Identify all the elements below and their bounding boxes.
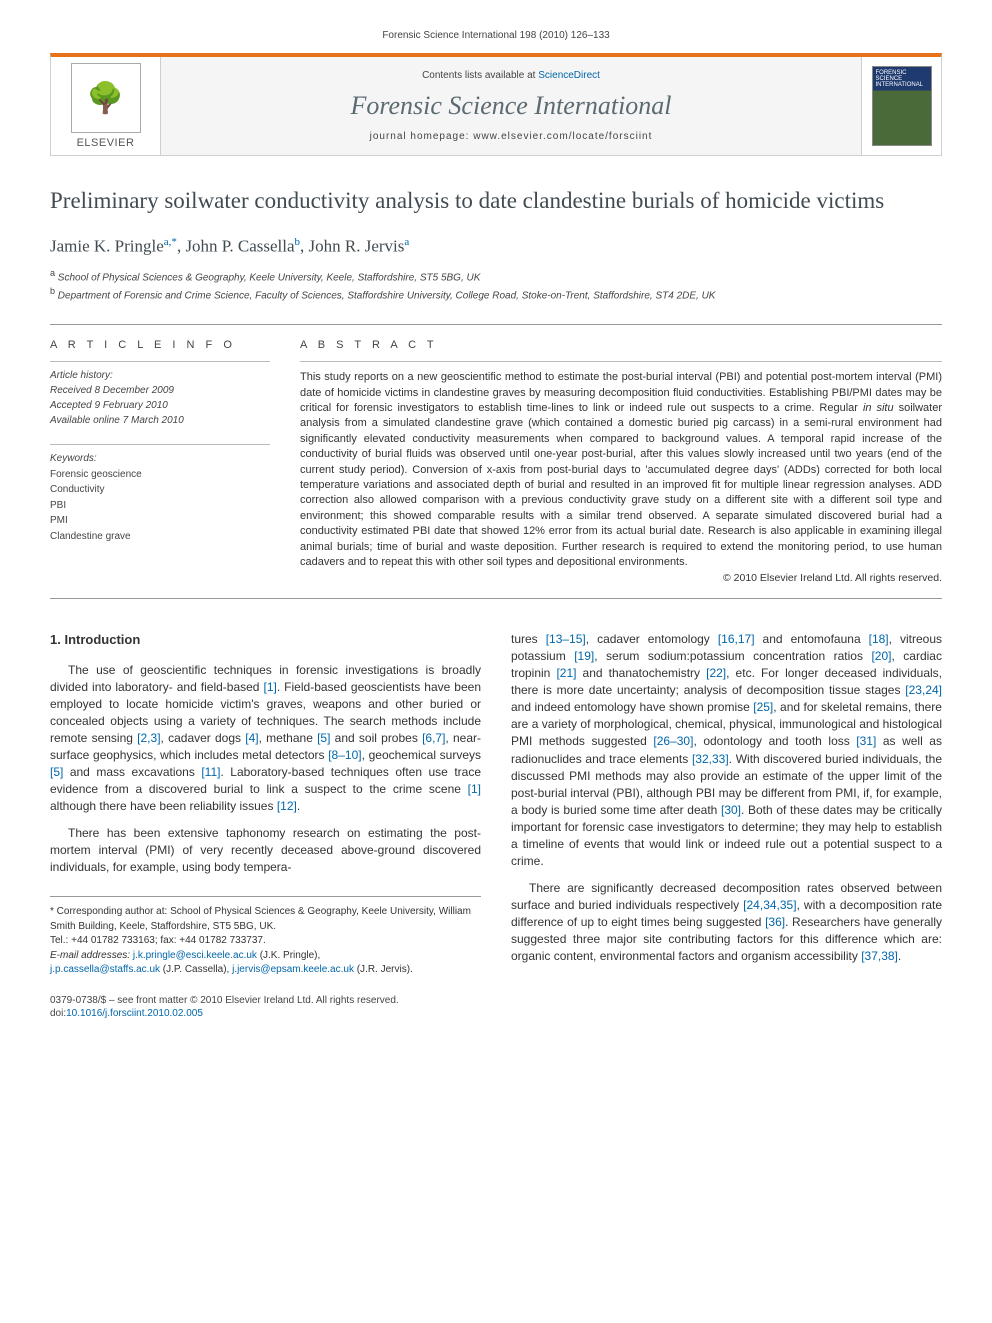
body-col-left: 1. Introduction The use of geoscientific… (50, 631, 481, 1020)
email-3-who: (J.R. Jervis). (354, 964, 413, 975)
abstract-italic: in situ (863, 402, 894, 414)
email-1-who: (J.K. Pringle), (257, 950, 320, 961)
history-accepted: Accepted 9 February 2010 (50, 400, 168, 411)
ref-37-38[interactable]: [37,38] (861, 949, 898, 963)
journal-title: Forensic Science International (167, 91, 855, 121)
cover-thumb-wrap: FORENSIC SCIENCE INTERNATIONAL (861, 57, 941, 155)
ref-22[interactable]: [22] (706, 666, 726, 680)
keywords-head: Keywords: (50, 451, 270, 467)
keyword-5: Clandestine grave (50, 531, 131, 542)
email-label: E-mail addresses: (50, 950, 130, 961)
footer-front-matter: 0379-0738/$ – see front matter © 2010 El… (50, 994, 481, 1008)
contents-line: Contents lists available at ScienceDirec… (167, 70, 855, 81)
abstract-label: A B S T R A C T (300, 339, 942, 351)
article-history: Article history: Received 8 December 200… (50, 361, 270, 428)
abstract-column: A B S T R A C T This study reports on a … (300, 339, 942, 584)
ref-5[interactable]: [5] (317, 731, 330, 745)
ref-11[interactable]: [11] (201, 765, 220, 779)
ref-2-3[interactable]: [2,3] (137, 731, 160, 745)
ref-4[interactable]: [4] (245, 731, 258, 745)
author-2-sup: b (295, 236, 301, 248)
publisher-name: ELSEVIER (77, 137, 135, 149)
author-1-sup: a,* (164, 236, 177, 248)
intro-p1: The use of geoscientific techniques in f… (50, 662, 481, 815)
ref-1[interactable]: [1] (264, 680, 277, 694)
page-footer: 0379-0738/$ – see front matter © 2010 El… (50, 994, 481, 1021)
abstract-copyright: © 2010 Elsevier Ireland Ltd. All rights … (300, 572, 942, 584)
publisher-logo[interactable]: 🌳 ELSEVIER (51, 57, 161, 155)
journal-banner: 🌳 ELSEVIER Contents lists available at S… (50, 53, 942, 156)
cover-thumb[interactable]: FORENSIC SCIENCE INTERNATIONAL (872, 66, 932, 146)
keyword-3: PBI (50, 500, 66, 511)
contents-prefix: Contents lists available at (422, 70, 538, 81)
email-2-who: (J.P. Cassella), (160, 964, 232, 975)
email-3[interactable]: j.jervis@epsam.keele.ac.uk (232, 964, 354, 975)
ref-26-30[interactable]: [26–30] (653, 734, 693, 748)
author-2: John P. Cassella (185, 237, 294, 256)
ref-6-7[interactable]: [6,7] (422, 731, 445, 745)
banner-center: Contents lists available at ScienceDirec… (161, 57, 861, 155)
doi-link[interactable]: 10.1016/j.forsciint.2010.02.005 (66, 1008, 203, 1019)
article-info-column: A R T I C L E I N F O Article history: R… (50, 339, 270, 584)
abstract-pre: This study reports on a new geoscientifi… (300, 371, 942, 414)
ref-1b[interactable]: [1] (468, 782, 481, 796)
author-1: Jamie K. Pringle (50, 237, 164, 256)
affiliation-a: School of Physical Sciences & Geography,… (58, 272, 481, 283)
corresp-address: * Corresponding author at: School of Phy… (50, 905, 481, 934)
ref-5b[interactable]: [5] (50, 765, 63, 779)
ref-25[interactable]: [25] (753, 700, 773, 714)
abstract-post: soilwater analysis from a simulated clan… (300, 402, 942, 568)
ref-13-15[interactable]: [13–15] (546, 632, 586, 646)
ref-24-34-35[interactable]: [24,34,35] (743, 898, 796, 912)
history-online: Available online 7 March 2010 (50, 415, 184, 426)
article-info-label: A R T I C L E I N F O (50, 339, 270, 351)
corresp-tel: Tel.: +44 01782 733163; fax: +44 01782 7… (50, 934, 481, 949)
authors-line: Jamie K. Pringlea,*, John P. Cassellab, … (50, 236, 942, 257)
keywords-block: Keywords: Forensic geoscience Conductivi… (50, 444, 270, 544)
ref-19[interactable]: [19] (574, 649, 594, 663)
elsevier-tree-icon: 🌳 (71, 63, 141, 133)
ref-12[interactable]: [12] (277, 799, 297, 813)
author-3: John R. Jervis (309, 237, 405, 256)
ref-8-10[interactable]: [8–10] (328, 748, 361, 762)
ref-31[interactable]: [31] (856, 734, 876, 748)
email-2[interactable]: j.p.cassella@staffs.ac.uk (50, 964, 160, 975)
ref-36[interactable]: [36] (765, 915, 785, 929)
intro-p3: tures [13–15], cadaver entomology [16,17… (511, 631, 942, 869)
history-received: Received 8 December 2009 (50, 385, 174, 396)
email-1[interactable]: j.k.pringle@esci.keele.ac.uk (133, 950, 257, 961)
body-columns: 1. Introduction The use of geoscientific… (50, 631, 942, 1020)
doi-label: doi: (50, 1008, 66, 1019)
section-1-heading: 1. Introduction (50, 631, 481, 649)
intro-p4: There are significantly decreased decomp… (511, 880, 942, 965)
ref-20[interactable]: [20] (871, 649, 891, 663)
author-3-sup: a (404, 236, 409, 248)
ref-32-33[interactable]: [32,33] (692, 752, 729, 766)
keyword-4: PMI (50, 515, 68, 526)
citation-header: Forensic Science International 198 (2010… (50, 30, 942, 41)
ref-23-24[interactable]: [23,24] (905, 683, 942, 697)
history-head: Article history: (50, 368, 270, 383)
abstract-text: This study reports on a new geoscientifi… (300, 370, 942, 570)
ref-18[interactable]: [18] (869, 632, 889, 646)
ref-21[interactable]: [21] (556, 666, 576, 680)
sciencedirect-link[interactable]: ScienceDirect (538, 70, 600, 81)
corresponding-author: * Corresponding author at: School of Phy… (50, 896, 481, 978)
affiliation-b: Department of Forensic and Crime Science… (58, 291, 716, 302)
affiliations: a School of Physical Sciences & Geograph… (50, 267, 942, 305)
keyword-2: Conductivity (50, 484, 104, 495)
intro-p2: There has been extensive taphonomy resea… (50, 825, 481, 876)
keyword-1: Forensic geoscience (50, 469, 142, 480)
ref-16-17[interactable]: [16,17] (718, 632, 755, 646)
body-col-right: tures [13–15], cadaver entomology [16,17… (511, 631, 942, 1020)
article-title: Preliminary soilwater conductivity analy… (50, 186, 942, 216)
journal-homepage: journal homepage: www.elsevier.com/locat… (167, 131, 855, 142)
ref-30[interactable]: [30] (721, 803, 741, 817)
